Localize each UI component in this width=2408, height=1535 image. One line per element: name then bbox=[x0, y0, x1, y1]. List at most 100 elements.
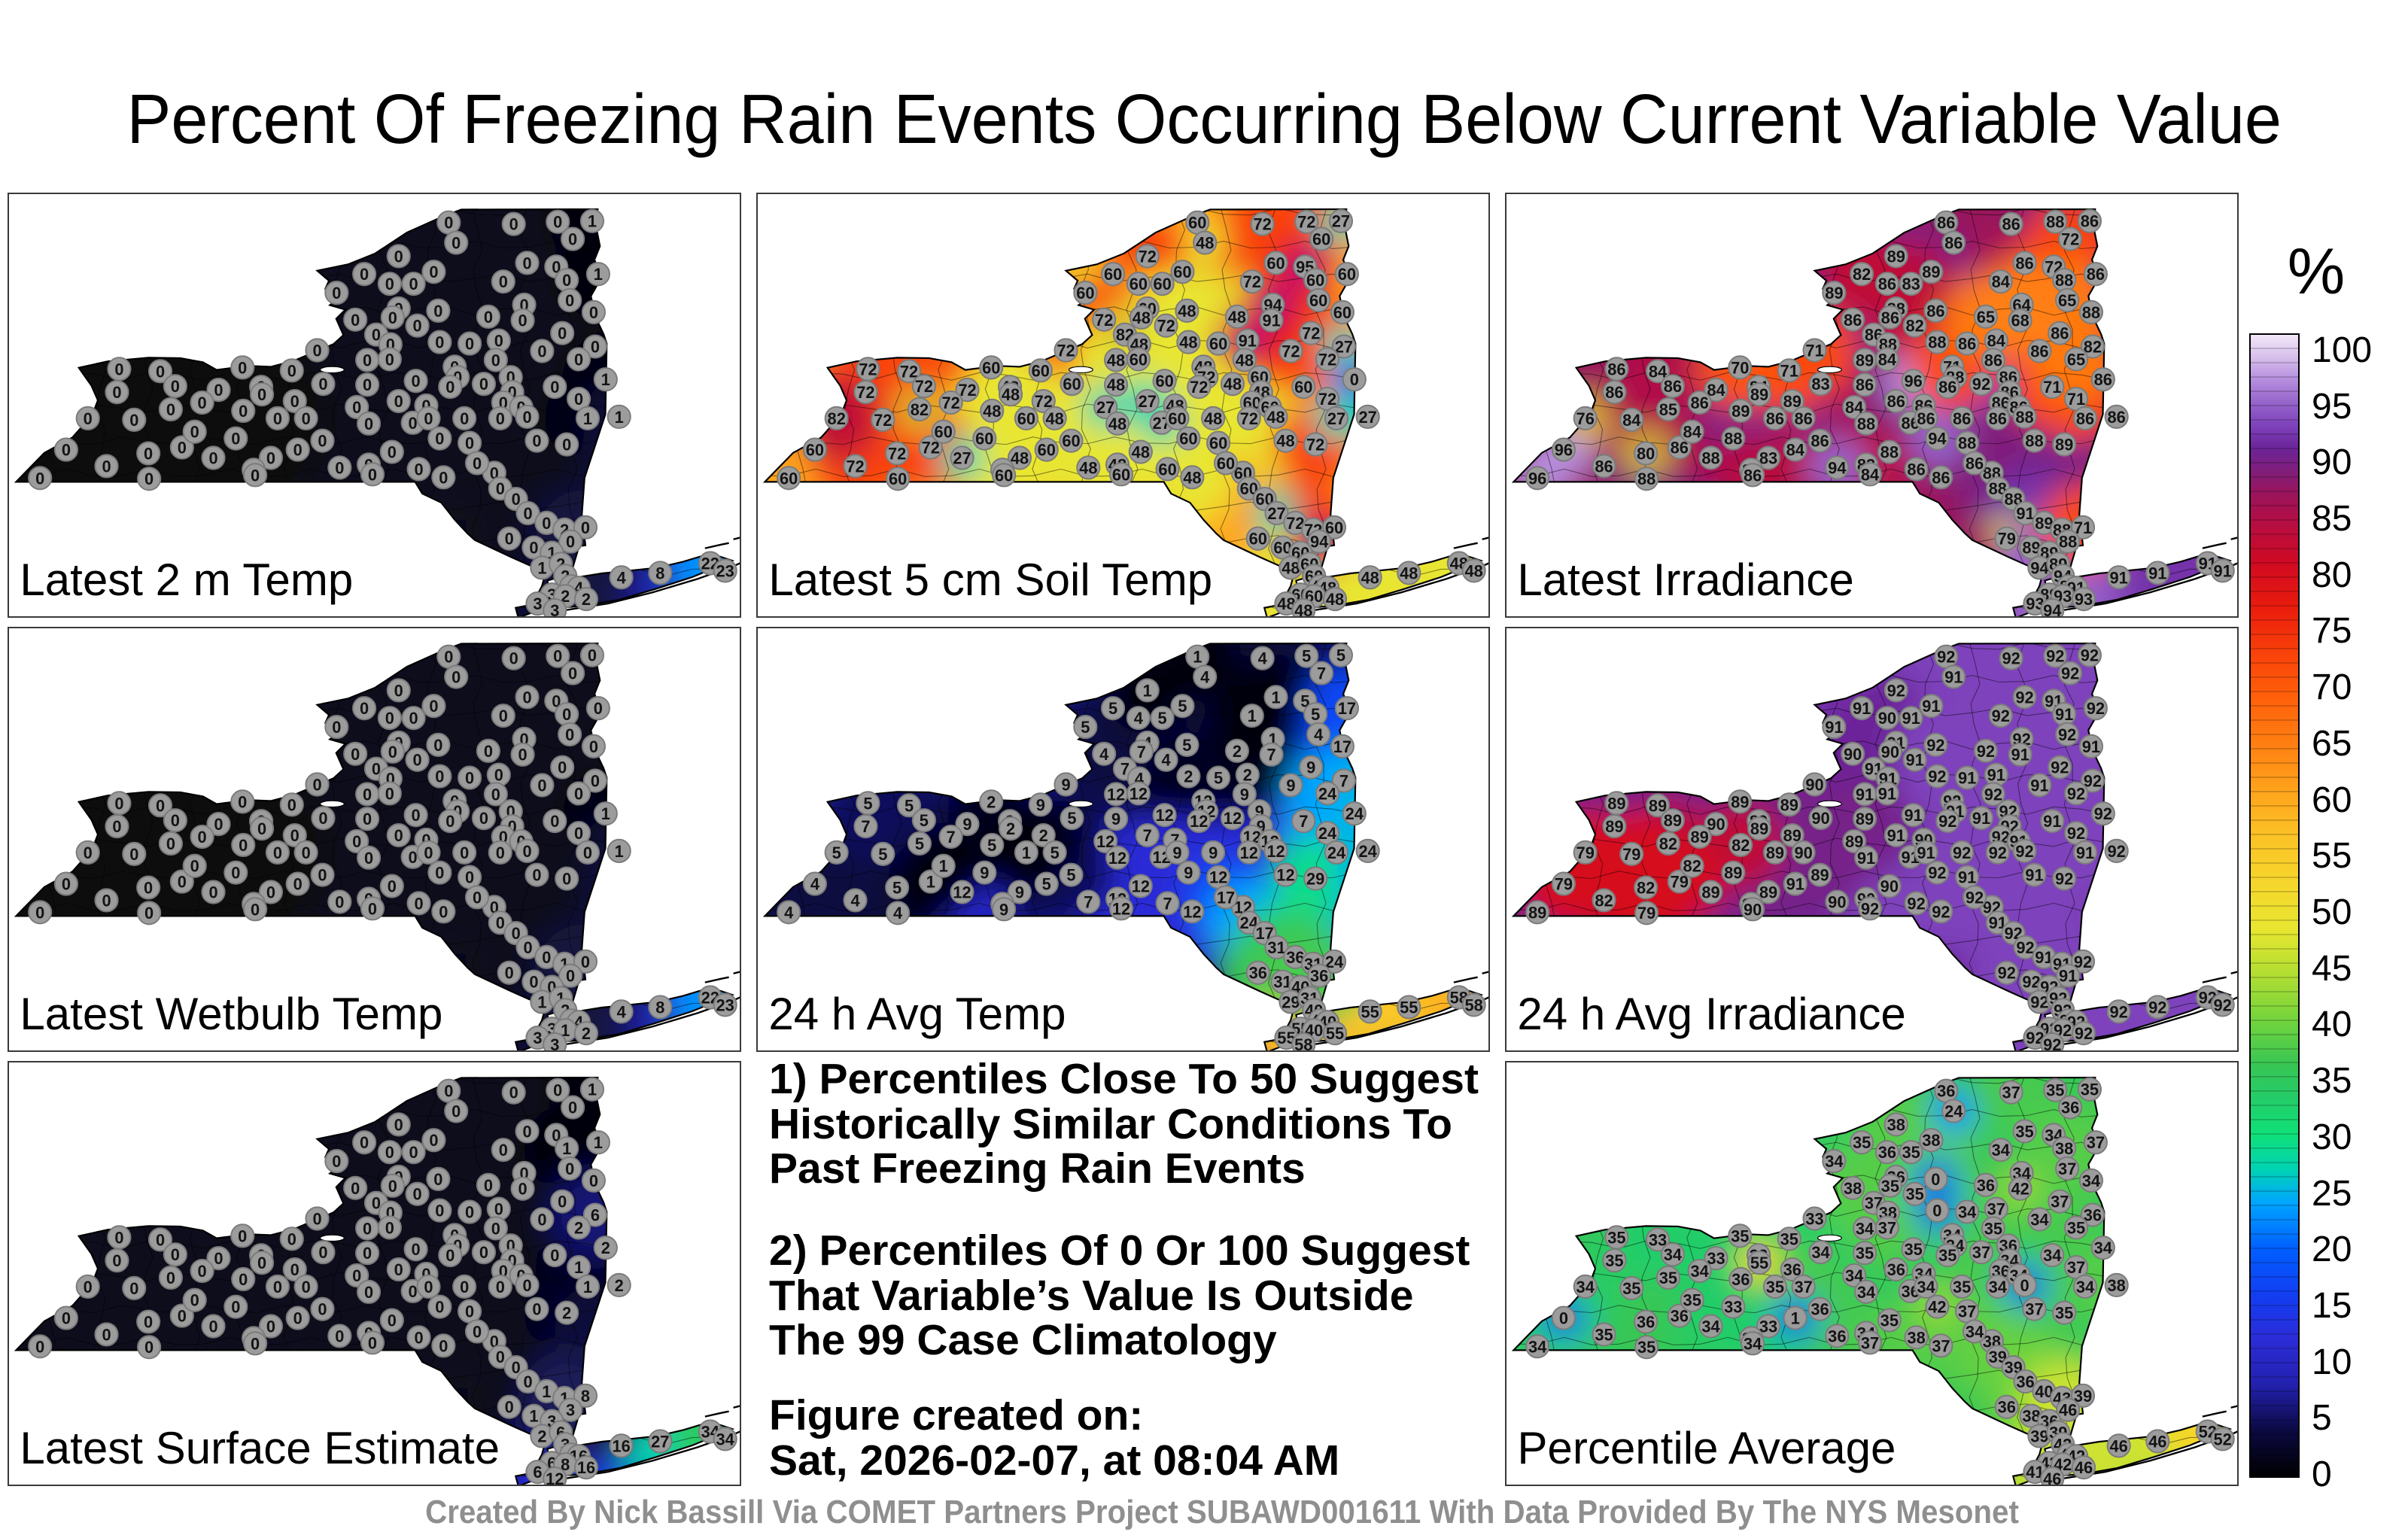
svg-text:0: 0 bbox=[460, 843, 469, 862]
svg-text:48: 48 bbox=[1002, 385, 1020, 404]
svg-text:79: 79 bbox=[1576, 843, 1595, 862]
svg-text:86: 86 bbox=[2108, 408, 2126, 427]
svg-text:60: 60 bbox=[1306, 271, 1324, 290]
svg-text:12: 12 bbox=[1183, 902, 1201, 921]
svg-text:91: 91 bbox=[1904, 806, 1922, 825]
svg-text:35: 35 bbox=[1659, 1269, 1677, 1287]
svg-text:0: 0 bbox=[465, 868, 474, 887]
svg-text:79: 79 bbox=[1555, 875, 1573, 894]
svg-text:0: 0 bbox=[553, 647, 562, 666]
svg-text:4: 4 bbox=[1200, 667, 1210, 686]
svg-text:72: 72 bbox=[2061, 230, 2079, 249]
svg-text:92: 92 bbox=[1907, 894, 1925, 913]
svg-text:0: 0 bbox=[581, 953, 590, 971]
svg-text:92: 92 bbox=[1932, 902, 1950, 921]
svg-text:89: 89 bbox=[2055, 436, 2073, 454]
svg-text:72: 72 bbox=[1057, 341, 1075, 360]
svg-text:2: 2 bbox=[1006, 819, 1015, 838]
svg-text:0: 0 bbox=[198, 1262, 207, 1281]
svg-text:86: 86 bbox=[1938, 378, 1956, 397]
svg-text:37: 37 bbox=[1972, 1243, 1990, 1262]
svg-text:25: 25 bbox=[2312, 1174, 2352, 1214]
svg-text:34: 34 bbox=[1825, 1152, 1844, 1171]
svg-text:92: 92 bbox=[2075, 1024, 2093, 1043]
svg-text:48: 48 bbox=[1224, 375, 1242, 394]
svg-text:1: 1 bbox=[594, 265, 603, 284]
svg-text:12: 12 bbox=[1132, 877, 1150, 896]
svg-text:0: 0 bbox=[413, 751, 422, 770]
svg-text:0: 0 bbox=[439, 468, 448, 487]
svg-text:7: 7 bbox=[1084, 892, 1093, 911]
svg-text:92: 92 bbox=[1861, 899, 1879, 918]
svg-text:34: 34 bbox=[1856, 1219, 1874, 1238]
svg-text:80: 80 bbox=[1637, 444, 1655, 463]
svg-text:89: 89 bbox=[1731, 792, 1749, 811]
svg-text:0: 0 bbox=[505, 1398, 514, 1417]
svg-text:0: 0 bbox=[415, 894, 424, 913]
svg-text:0: 0 bbox=[484, 1176, 493, 1195]
svg-text:1: 1 bbox=[1143, 681, 1152, 700]
svg-text:12: 12 bbox=[1108, 849, 1126, 868]
svg-text:35: 35 bbox=[1856, 1244, 1874, 1263]
svg-text:91: 91 bbox=[2055, 705, 2073, 724]
svg-text:5: 5 bbox=[1214, 769, 1223, 788]
svg-text:0: 0 bbox=[460, 1278, 469, 1296]
svg-text:0: 0 bbox=[214, 815, 223, 834]
svg-text:0: 0 bbox=[290, 392, 299, 411]
svg-text:96: 96 bbox=[1555, 441, 1573, 460]
svg-text:1: 1 bbox=[574, 1258, 583, 1277]
svg-text:60: 60 bbox=[982, 358, 1000, 377]
svg-text:0: 0 bbox=[287, 361, 296, 380]
svg-text:0: 0 bbox=[445, 378, 455, 397]
svg-text:0: 0 bbox=[368, 1333, 377, 1352]
svg-text:17: 17 bbox=[1217, 888, 1235, 907]
svg-text:0: 0 bbox=[444, 214, 453, 233]
svg-text:0: 0 bbox=[568, 664, 577, 683]
svg-text:0: 0 bbox=[214, 1249, 223, 1268]
svg-text:37: 37 bbox=[1987, 1200, 2005, 1219]
svg-text:88: 88 bbox=[1724, 430, 1742, 448]
svg-text:0: 0 bbox=[318, 866, 327, 885]
svg-text:0: 0 bbox=[238, 1226, 247, 1245]
svg-text:0: 0 bbox=[550, 1246, 559, 1265]
svg-text:92: 92 bbox=[1928, 768, 1946, 786]
svg-text:90: 90 bbox=[1795, 843, 1813, 862]
svg-text:0: 0 bbox=[532, 432, 541, 451]
svg-text:4: 4 bbox=[810, 875, 820, 894]
svg-text:86: 86 bbox=[1907, 460, 1925, 479]
svg-text:0: 0 bbox=[574, 784, 583, 803]
svg-text:%: % bbox=[2288, 236, 2345, 308]
svg-text:1: 1 bbox=[561, 1021, 570, 1040]
svg-text:0: 0 bbox=[385, 709, 394, 728]
svg-text:0: 0 bbox=[129, 411, 138, 430]
svg-text:48: 48 bbox=[1276, 432, 1294, 451]
svg-text:37: 37 bbox=[1878, 1218, 1896, 1237]
svg-text:0: 0 bbox=[239, 402, 248, 421]
svg-text:33: 33 bbox=[1649, 1230, 1667, 1249]
svg-text:1: 1 bbox=[1248, 707, 1257, 725]
svg-text:92: 92 bbox=[2148, 998, 2166, 1017]
svg-text:0: 0 bbox=[293, 1309, 303, 1328]
svg-text:2: 2 bbox=[1184, 768, 1193, 786]
svg-text:89: 89 bbox=[1811, 866, 1829, 885]
svg-text:60: 60 bbox=[1266, 254, 1285, 272]
svg-text:0: 0 bbox=[562, 271, 571, 290]
svg-text:91: 91 bbox=[1239, 332, 1257, 351]
svg-text:60: 60 bbox=[1076, 284, 1094, 302]
svg-text:3: 3 bbox=[533, 1029, 542, 1047]
svg-text:83: 83 bbox=[1811, 375, 1829, 394]
svg-text:48: 48 bbox=[1179, 333, 1197, 352]
svg-text:91: 91 bbox=[1878, 784, 1896, 803]
svg-text:0: 0 bbox=[388, 1312, 397, 1330]
svg-text:60: 60 bbox=[1294, 378, 1312, 397]
svg-text:5: 5 bbox=[892, 878, 901, 897]
svg-text:9: 9 bbox=[1036, 795, 1045, 814]
svg-text:60: 60 bbox=[1130, 350, 1148, 369]
svg-text:86: 86 bbox=[1953, 409, 1971, 428]
svg-text:0: 0 bbox=[394, 826, 403, 845]
svg-text:72: 72 bbox=[1318, 390, 1336, 409]
svg-text:0: 0 bbox=[388, 1177, 397, 1196]
svg-text:34: 34 bbox=[1857, 1283, 1876, 1302]
svg-text:92: 92 bbox=[2051, 758, 2069, 777]
svg-text:89: 89 bbox=[1750, 819, 1768, 838]
